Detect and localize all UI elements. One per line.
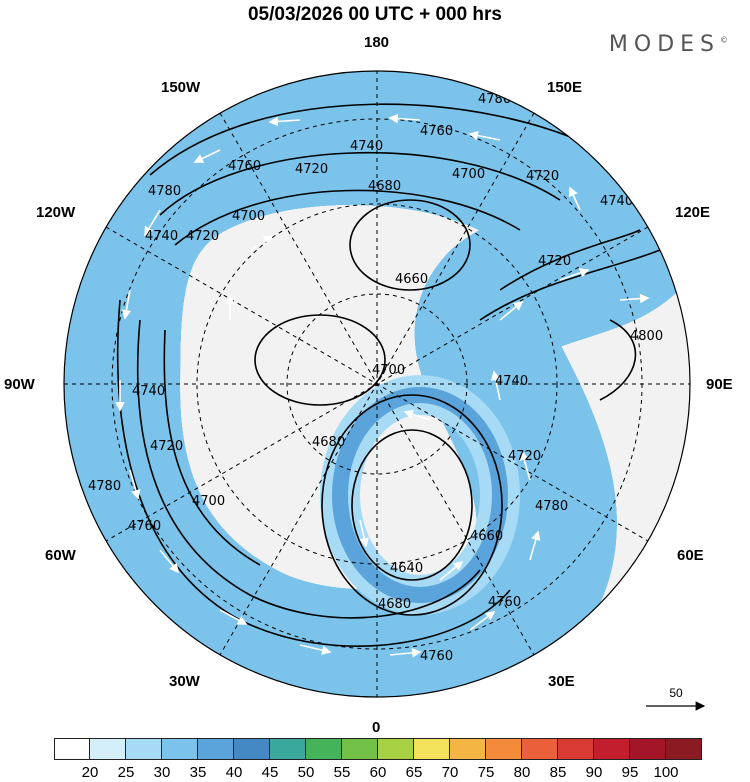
lon-label-30w: 30W: [169, 673, 200, 690]
contour-label: 4740: [145, 229, 178, 244]
color-scale-swatch: [630, 738, 666, 760]
copyright-mark: ©: [720, 35, 728, 45]
color-scale-swatch: [558, 738, 594, 760]
lon-label-150e: 150E: [547, 79, 583, 96]
color-scale-swatch: [666, 738, 702, 760]
contour-label: 4700: [192, 494, 225, 509]
color-scale-swatch: [342, 738, 378, 760]
contour-label: 4680: [378, 597, 411, 612]
reference-vector: 50: [646, 684, 706, 702]
color-scale-swatch: [126, 738, 162, 760]
contour-label: 4700: [372, 363, 405, 378]
color-scale-swatch: [594, 738, 630, 760]
contour-label: 4680: [312, 435, 345, 450]
contour-label: 4760: [588, 139, 621, 154]
lon-label-90e: 90E: [706, 376, 733, 393]
graticule: [64, 71, 690, 697]
color-scale-tick-label: 60: [369, 764, 387, 781]
color-scale-swatch: [306, 738, 342, 760]
lon-label-90w: 90W: [4, 376, 35, 393]
lon-label-180: 180: [364, 34, 390, 51]
color-scale-swatch: [450, 738, 486, 760]
contour-label: 4720: [538, 254, 571, 269]
color-scale-tick-label: 55: [333, 764, 351, 781]
contour-label: 4720: [526, 169, 559, 184]
map-title: 05/03/2026 00 UTC + 000 hrs: [247, 4, 503, 25]
color-scale-tick-label: 25: [117, 764, 135, 781]
lon-label-120w: 120W: [36, 204, 76, 221]
contour-label: 4700: [452, 167, 485, 182]
color-scale-swatch: [522, 738, 558, 760]
color-scale-swatch: [486, 738, 522, 760]
contour-label: 4760: [420, 649, 453, 664]
color-scale-labels: 20 25 30 35 40 45 50 55 60 65 70 75 80 85 90 95 100: [54, 764, 702, 782]
contour-label: 4740: [132, 384, 165, 399]
contour-label: 4660: [395, 272, 428, 287]
color-scale-tick-label: 70: [441, 764, 459, 781]
contour-labels: 4780 4760 4760 4740 4720 4700 4680 4760 …: [88, 92, 663, 664]
color-scale-swatch: [162, 738, 198, 760]
lon-label-60e: 60E: [677, 547, 704, 564]
contour-label: 4720: [295, 162, 328, 177]
color-scale-swatch: [414, 738, 450, 760]
brand-text: MODES: [608, 32, 720, 57]
lon-label-120e: 120E: [675, 204, 711, 221]
map-border: [63, 70, 691, 698]
contour-label: 4780: [535, 499, 568, 514]
contour-label: 4660: [470, 529, 503, 544]
contour-label: 4760: [420, 124, 453, 139]
color-scale-swatch: [198, 738, 234, 760]
color-scale-tick-label: 45: [261, 764, 279, 781]
color-scale-swatch: [90, 738, 126, 760]
contour-label: 4760: [128, 519, 161, 534]
color-scale-swatch: [270, 738, 306, 760]
contour-label: 4740: [350, 139, 383, 154]
contour-label: 4700: [232, 209, 265, 224]
color-scale-tick-label: 80: [513, 764, 531, 781]
modes-logo: MODES©: [609, 32, 728, 57]
contour-label: 4780: [148, 184, 181, 199]
contour-label: 4760: [488, 595, 521, 610]
color-scale-swatch: [378, 738, 414, 760]
color-scale-tick-label: 90: [585, 764, 603, 781]
color-scale-bar: [54, 738, 702, 760]
color-scale-tick-label: 20: [81, 764, 99, 781]
contour-label: 4740: [495, 374, 528, 389]
contour-label: 4720: [508, 449, 541, 464]
color-scale-swatch: [234, 738, 270, 760]
color-scale-tick-label: 85: [549, 764, 567, 781]
contour-label: 4720: [150, 439, 183, 454]
lon-label-60w: 60W: [45, 547, 76, 564]
lon-label-150w: 150W: [161, 79, 201, 96]
color-scale-tick-label: 35: [189, 764, 207, 781]
contour-label: 4640: [390, 561, 423, 576]
color-scale-tick-label: 30: [153, 764, 171, 781]
contour-label: 4740: [600, 194, 633, 209]
reference-vector-label: 50: [669, 686, 683, 700]
contour-label: 4680: [368, 179, 401, 194]
height-contours: [116, 103, 661, 647]
wind-vectors: [115, 113, 650, 658]
contour-label: 4780: [88, 479, 121, 494]
color-scale-tick-label: 95: [621, 764, 639, 781]
contour-label: 4800: [630, 329, 663, 344]
color-scale-swatch: [54, 738, 90, 760]
jet-band: [64, 71, 690, 697]
color-scale-tick-label: 100: [653, 764, 679, 781]
contour-label: 4720: [186, 229, 219, 244]
color-scale-tick-label: 40: [225, 764, 243, 781]
color-scale-tick-label: 75: [477, 764, 495, 781]
lon-label-0: 0: [372, 719, 381, 736]
color-scale-tick-label: 50: [297, 764, 315, 781]
lon-label-30e: 30E: [548, 673, 575, 690]
contour-label: 4760: [228, 159, 261, 174]
color-scale-tick-label: 65: [405, 764, 423, 781]
